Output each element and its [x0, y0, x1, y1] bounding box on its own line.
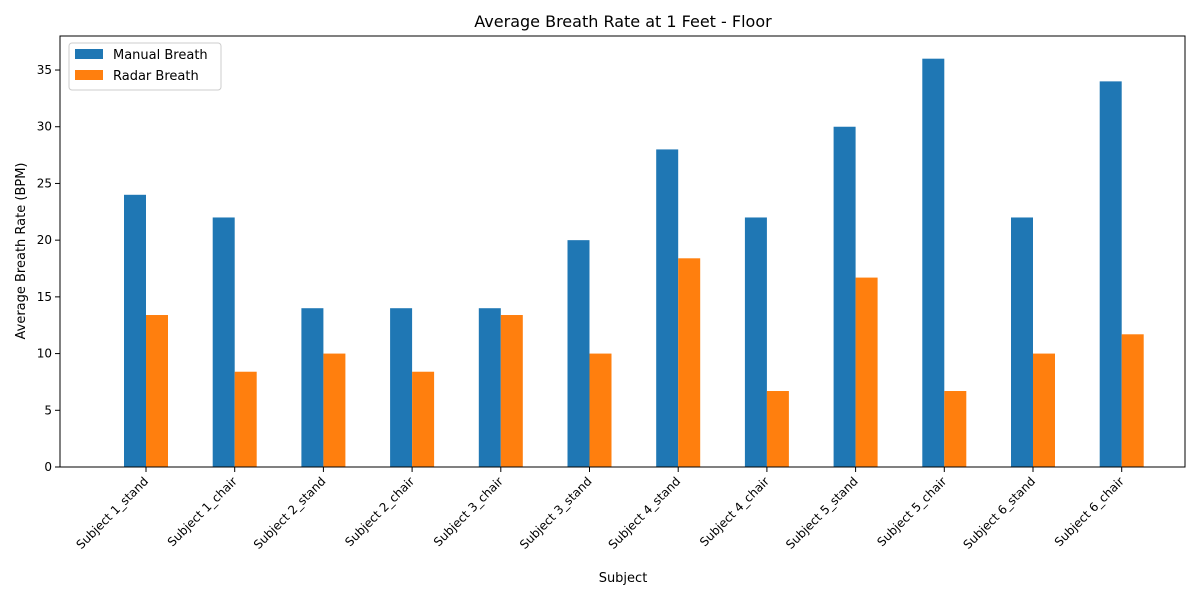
legend-box [68, 42, 222, 91]
radar-breath-bar [500, 315, 523, 467]
manual-breath-bar [567, 240, 590, 467]
manual-breath-bar [390, 308, 413, 467]
manual-breath-bar [656, 149, 679, 467]
x-tick-label: Subject 4_stand [606, 474, 684, 552]
radar-breath-bar [944, 391, 967, 467]
x-tick-label: Subject 1_stand [73, 474, 151, 552]
manual-breath-bar [1099, 81, 1122, 468]
x-tick-label: Subject 5_stand [783, 474, 861, 552]
x-tick-label: Subject 5_chair [874, 474, 949, 549]
radar-breath-bar [678, 258, 701, 467]
y-tick-label: 35 [37, 63, 52, 77]
manual-breath-bar [301, 308, 324, 467]
x-tick-label: Subject 3_stand [517, 474, 595, 552]
plot-frame [59, 35, 1186, 468]
y-axis-title: Average Breath Rate (BPM) [14, 163, 29, 340]
chart-title: Average Breath Rate at 1 Feet - Floor [474, 12, 772, 31]
x-tick-label: Subject 3_chair [431, 474, 506, 549]
manual-breath-bar [124, 194, 146, 467]
legend-label: Radar Breath [113, 69, 199, 84]
radar-breath-bar [1033, 353, 1055, 467]
manual-breath-bar [1011, 217, 1033, 467]
y-tick-label: 15 [37, 290, 52, 304]
y-tick-label: 20 [37, 233, 52, 247]
x-axis-title: Subject [599, 571, 648, 586]
radar-breath-bar [412, 371, 435, 467]
x-axis: Subject 1_stand Subject 1_chair Subject 2_… [73, 467, 1127, 552]
radar-breath-bar [766, 391, 789, 467]
legend-swatch [75, 49, 103, 59]
radar-breath-bar [234, 371, 257, 467]
manual-breath-bar [922, 58, 945, 468]
radar-breath-bar [146, 315, 168, 467]
legend-label: Manual Breath [113, 48, 208, 63]
manual-breath-bar [744, 217, 767, 467]
y-axis: 0 5 10 15 20 25 30 35 [37, 63, 60, 474]
radar-breath-bar [1121, 334, 1144, 467]
legend: Manual Breath Radar Breath [68, 42, 222, 91]
x-tick-label: Subject 2_stand [251, 474, 329, 552]
bars-group [124, 58, 1144, 468]
radar-breath-bar [323, 353, 346, 467]
y-tick-label: 5 [44, 403, 52, 417]
manual-breath-bar [478, 308, 501, 467]
radar-breath-bar [589, 353, 612, 467]
y-tick-label: 0 [44, 460, 52, 474]
x-tick-label: Subject 6_chair [1052, 474, 1127, 549]
legend-swatch [75, 70, 103, 80]
manual-breath-bar [212, 217, 235, 467]
x-tick-label: Subject 4_chair [697, 474, 772, 549]
y-tick-label: 10 [37, 347, 52, 361]
x-tick-label: Subject 6_stand [960, 474, 1038, 552]
y-tick-label: 30 [37, 120, 52, 134]
x-tick-label: Subject 1_chair [165, 474, 240, 549]
x-tick-label: Subject 2_chair [342, 474, 417, 549]
manual-breath-bar [833, 126, 856, 467]
y-tick-label: 25 [37, 176, 52, 190]
radar-breath-bar [855, 277, 878, 467]
